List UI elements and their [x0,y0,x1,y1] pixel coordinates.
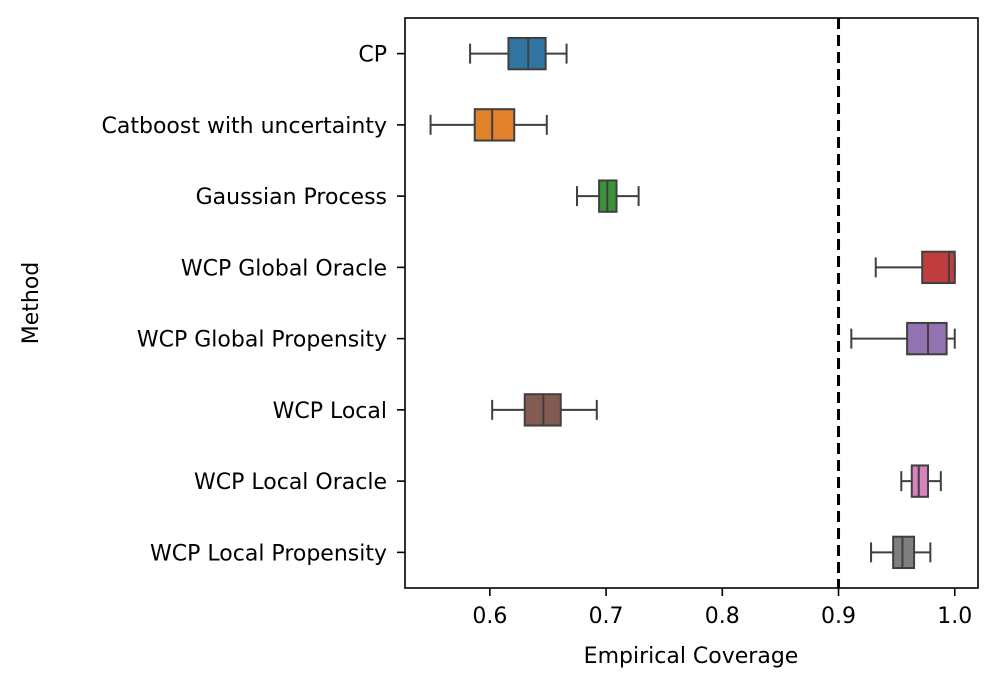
y-tick-label-gaussian-process: Gaussian Process [196,185,387,210]
plot-frame [404,17,979,589]
x-tick-label-1: 0.7 [589,604,624,629]
x-tick-label-4: 1.0 [937,604,972,629]
y-tick-label-wcp-local-propensity: WCP Local Propensity [150,541,387,566]
y-tick-label-wcp-global-oracle: WCP Global Oracle [181,256,387,281]
plot-marks: CP Catboost with uncertainty Gaussian Proc… [102,18,972,629]
cp-box [507,36,547,71]
y-tick-label-wcp-global-propensity: WCP Global Propensity [137,328,387,353]
y-tick-label-wcp-local-oracle: WCP Local Oracle [194,470,387,495]
x-tick-label-2: 0.8 [705,604,740,629]
y-axis-title: Method [19,262,44,345]
x-axis-title: Empirical Coverage [584,644,799,669]
y-tick-label-cp: CP [358,43,387,68]
y-tick-label-wcp-local: WCP Local [273,399,387,424]
wcp-local-propensity-box [892,535,916,570]
wcp-local-oracle-box [910,464,930,498]
wcp-global-propensity-box [906,321,948,356]
y-tick-label-catboost-with-uncertainty: Catboost with uncertainty [102,114,387,139]
catboost-with-uncertainty-box [473,108,516,142]
x-tick-label-0: 0.6 [472,604,507,629]
x-tick-label-3: 0.9 [821,604,856,629]
